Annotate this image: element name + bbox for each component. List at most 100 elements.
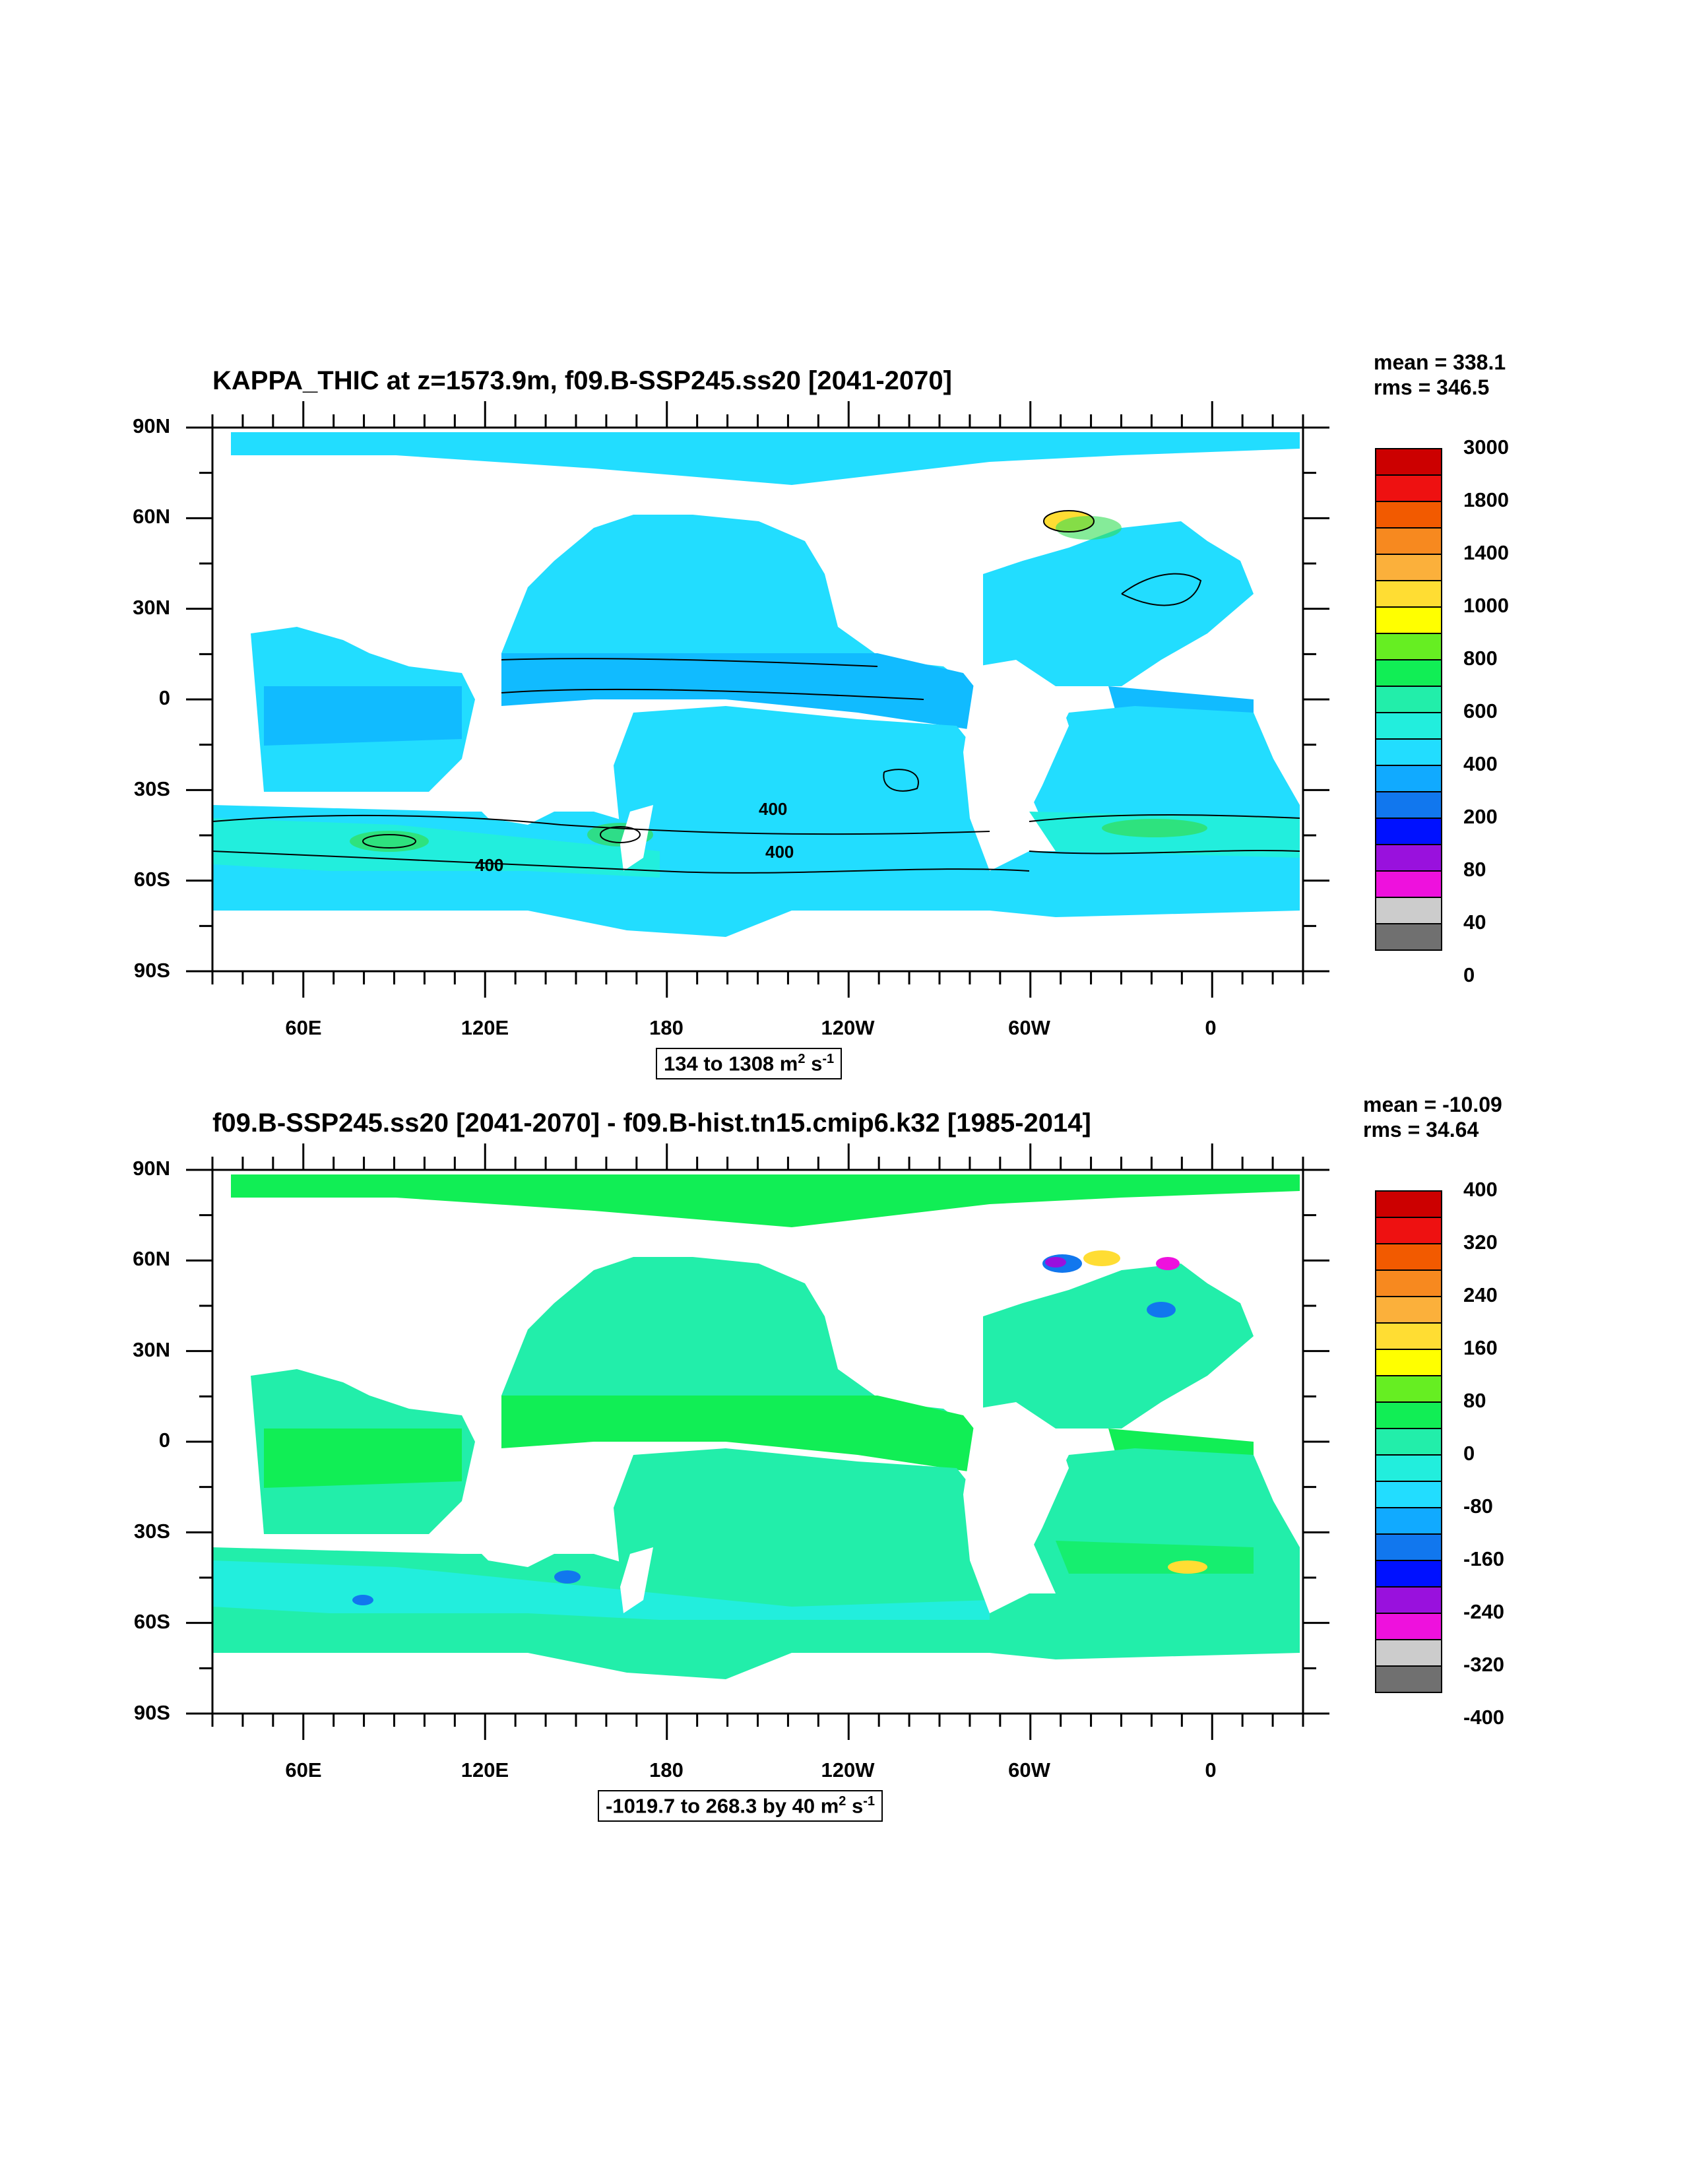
colorbar-swatch — [1375, 1481, 1442, 1508]
colorbar-swatch — [1375, 554, 1442, 581]
lat-label: 90S — [133, 1701, 170, 1724]
panel-bottom: f09.B-SSP245.ss20 [2041-2070] - f09.B-hi… — [0, 742, 1689, 1851]
lat-label: 30S — [133, 1520, 170, 1543]
contour-label: 400 — [765, 842, 794, 862]
axis-ticks — [186, 401, 1329, 998]
land-central-america — [904, 614, 970, 660]
colorbar-label: 240 — [1463, 1283, 1498, 1306]
colorbar-label: 400 — [1463, 752, 1498, 775]
colorbar-swatch — [1375, 1217, 1442, 1244]
land-australia — [462, 1455, 574, 1567]
range-label: -1019.7 to 268.3 by 40 m2 s-1 — [598, 1790, 883, 1822]
anomaly-greenland-purple — [1045, 1257, 1066, 1268]
lon-label: 60E — [285, 1016, 322, 1039]
colorbar-swatch — [1375, 1639, 1442, 1667]
lat-label: 30N — [133, 1338, 170, 1361]
colorbar-swatch — [1375, 1560, 1442, 1588]
colorbar-label: -160 — [1463, 1547, 1505, 1570]
lon-label: 120W — [821, 1016, 875, 1039]
colorbar-swatch — [1375, 712, 1442, 740]
ocean-north-atlantic — [983, 1264, 1254, 1429]
colorbar-swatch — [1375, 1375, 1442, 1403]
colorbar-label: 80 — [1463, 858, 1486, 881]
colorbar-swatch — [1375, 1533, 1442, 1561]
colorbar-swatch — [1375, 1269, 1442, 1297]
colorbar-label: 1000 — [1463, 594, 1509, 617]
contour-label-group: 400 400 400 — [475, 799, 794, 875]
colorbar-swatch — [1375, 844, 1442, 872]
panel-top: KAPPA_THIC at z=1573.9m, f09.B-SSP245.ss… — [133, 350, 1509, 1080]
colorbar-label: 600 — [1463, 699, 1498, 723]
lon-label: 0 — [1205, 1016, 1217, 1039]
colorbar-label: 0 — [1463, 1442, 1475, 1465]
ocean-equatorial-band — [501, 1396, 990, 1475]
lon-label: 0 — [1205, 1758, 1217, 1782]
panel-title: f09.B-SSP245.ss20 [2041-2070] - f09.B-hi… — [212, 1108, 1091, 1138]
colorbar-swatch — [1375, 870, 1442, 898]
colorbar-swatch — [1375, 1296, 1442, 1324]
lat-label: 60S — [133, 1610, 170, 1633]
colorbar-swatch — [1375, 1665, 1442, 1693]
lon-label: 120W — [821, 1758, 875, 1782]
colorbar-swatch — [1375, 659, 1442, 687]
contour-lines — [212, 510, 1300, 874]
colorbar-swatch — [1375, 448, 1442, 476]
colorbar-label: -80 — [1463, 1494, 1493, 1518]
colorbar-swatch — [1375, 474, 1442, 502]
colorbar-swatch — [1375, 580, 1442, 608]
ocean-north-atlantic — [983, 521, 1254, 686]
lat-label: 0 — [158, 1429, 170, 1452]
colorbar-swatch — [1375, 923, 1442, 951]
colorbar-label: -400 — [1463, 1706, 1505, 1729]
lat-label: 90N — [133, 1157, 170, 1180]
mean-value: mean = 338.1 — [1374, 350, 1506, 374]
map-figure — [186, 1143, 1442, 1740]
lat-label: 90N — [133, 414, 170, 437]
colorbar-swatch — [1375, 1349, 1442, 1376]
colorbar-label: -240 — [1463, 1600, 1505, 1623]
ocean-indian-band — [264, 686, 462, 746]
land-australia — [462, 713, 574, 825]
lon-label: 120E — [461, 1016, 509, 1039]
colorbar-swatch — [1375, 1243, 1442, 1271]
lat-label: 60S — [133, 868, 170, 891]
colorbar-swatch — [1375, 818, 1442, 845]
lon-label: 180 — [649, 1016, 684, 1039]
colorbar-swatch — [1375, 1507, 1442, 1535]
ocean-equatorial-band — [501, 653, 990, 732]
land-new-zealand — [620, 1547, 653, 1613]
colorbar-swatch — [1375, 1428, 1442, 1456]
lat-label: 30S — [133, 777, 170, 800]
colorbar-swatch — [1375, 527, 1442, 555]
lon-label: 180 — [649, 1758, 684, 1782]
ocean-north-pacific — [501, 515, 970, 686]
lon-label: 60E — [285, 1758, 322, 1782]
colorbar-label: 320 — [1463, 1231, 1498, 1254]
colorbar-label: 200 — [1463, 805, 1498, 828]
ocean-south-pacific — [614, 1448, 990, 1620]
colorbar-swatch — [1375, 738, 1442, 766]
ocean-arctic — [231, 1174, 1300, 1227]
colorbar-swatch — [1375, 1586, 1442, 1614]
axis-ticks — [186, 1143, 1329, 1740]
ocean-fields — [212, 432, 1300, 937]
land-south-america — [963, 660, 1069, 871]
colorbar-label: 400 — [1463, 1178, 1498, 1201]
lat-label: 60N — [133, 1247, 170, 1270]
ocean-south-pacific — [614, 706, 990, 878]
colorbar-swatch — [1375, 1613, 1442, 1640]
land-south-america — [963, 1402, 1069, 1613]
anomaly-greenland-yellow — [1083, 1250, 1120, 1266]
colorbar-swatch — [1375, 686, 1442, 713]
ocean-fields — [212, 1174, 1300, 1679]
colorbar-swatch — [1375, 765, 1442, 792]
colorbar-label: 0 — [1463, 963, 1475, 986]
lat-label: 0 — [158, 686, 170, 709]
colorbar-swatch — [1375, 897, 1442, 924]
lat-label: 30N — [133, 596, 170, 619]
colorbar-label: 80 — [1463, 1389, 1486, 1412]
map-figure: 400 400 400 — [186, 401, 1442, 998]
colorbar-swatch — [1375, 791, 1442, 819]
anomaly-south-atlantic-yellow — [1168, 1560, 1207, 1574]
lat-label: 90S — [133, 959, 170, 982]
